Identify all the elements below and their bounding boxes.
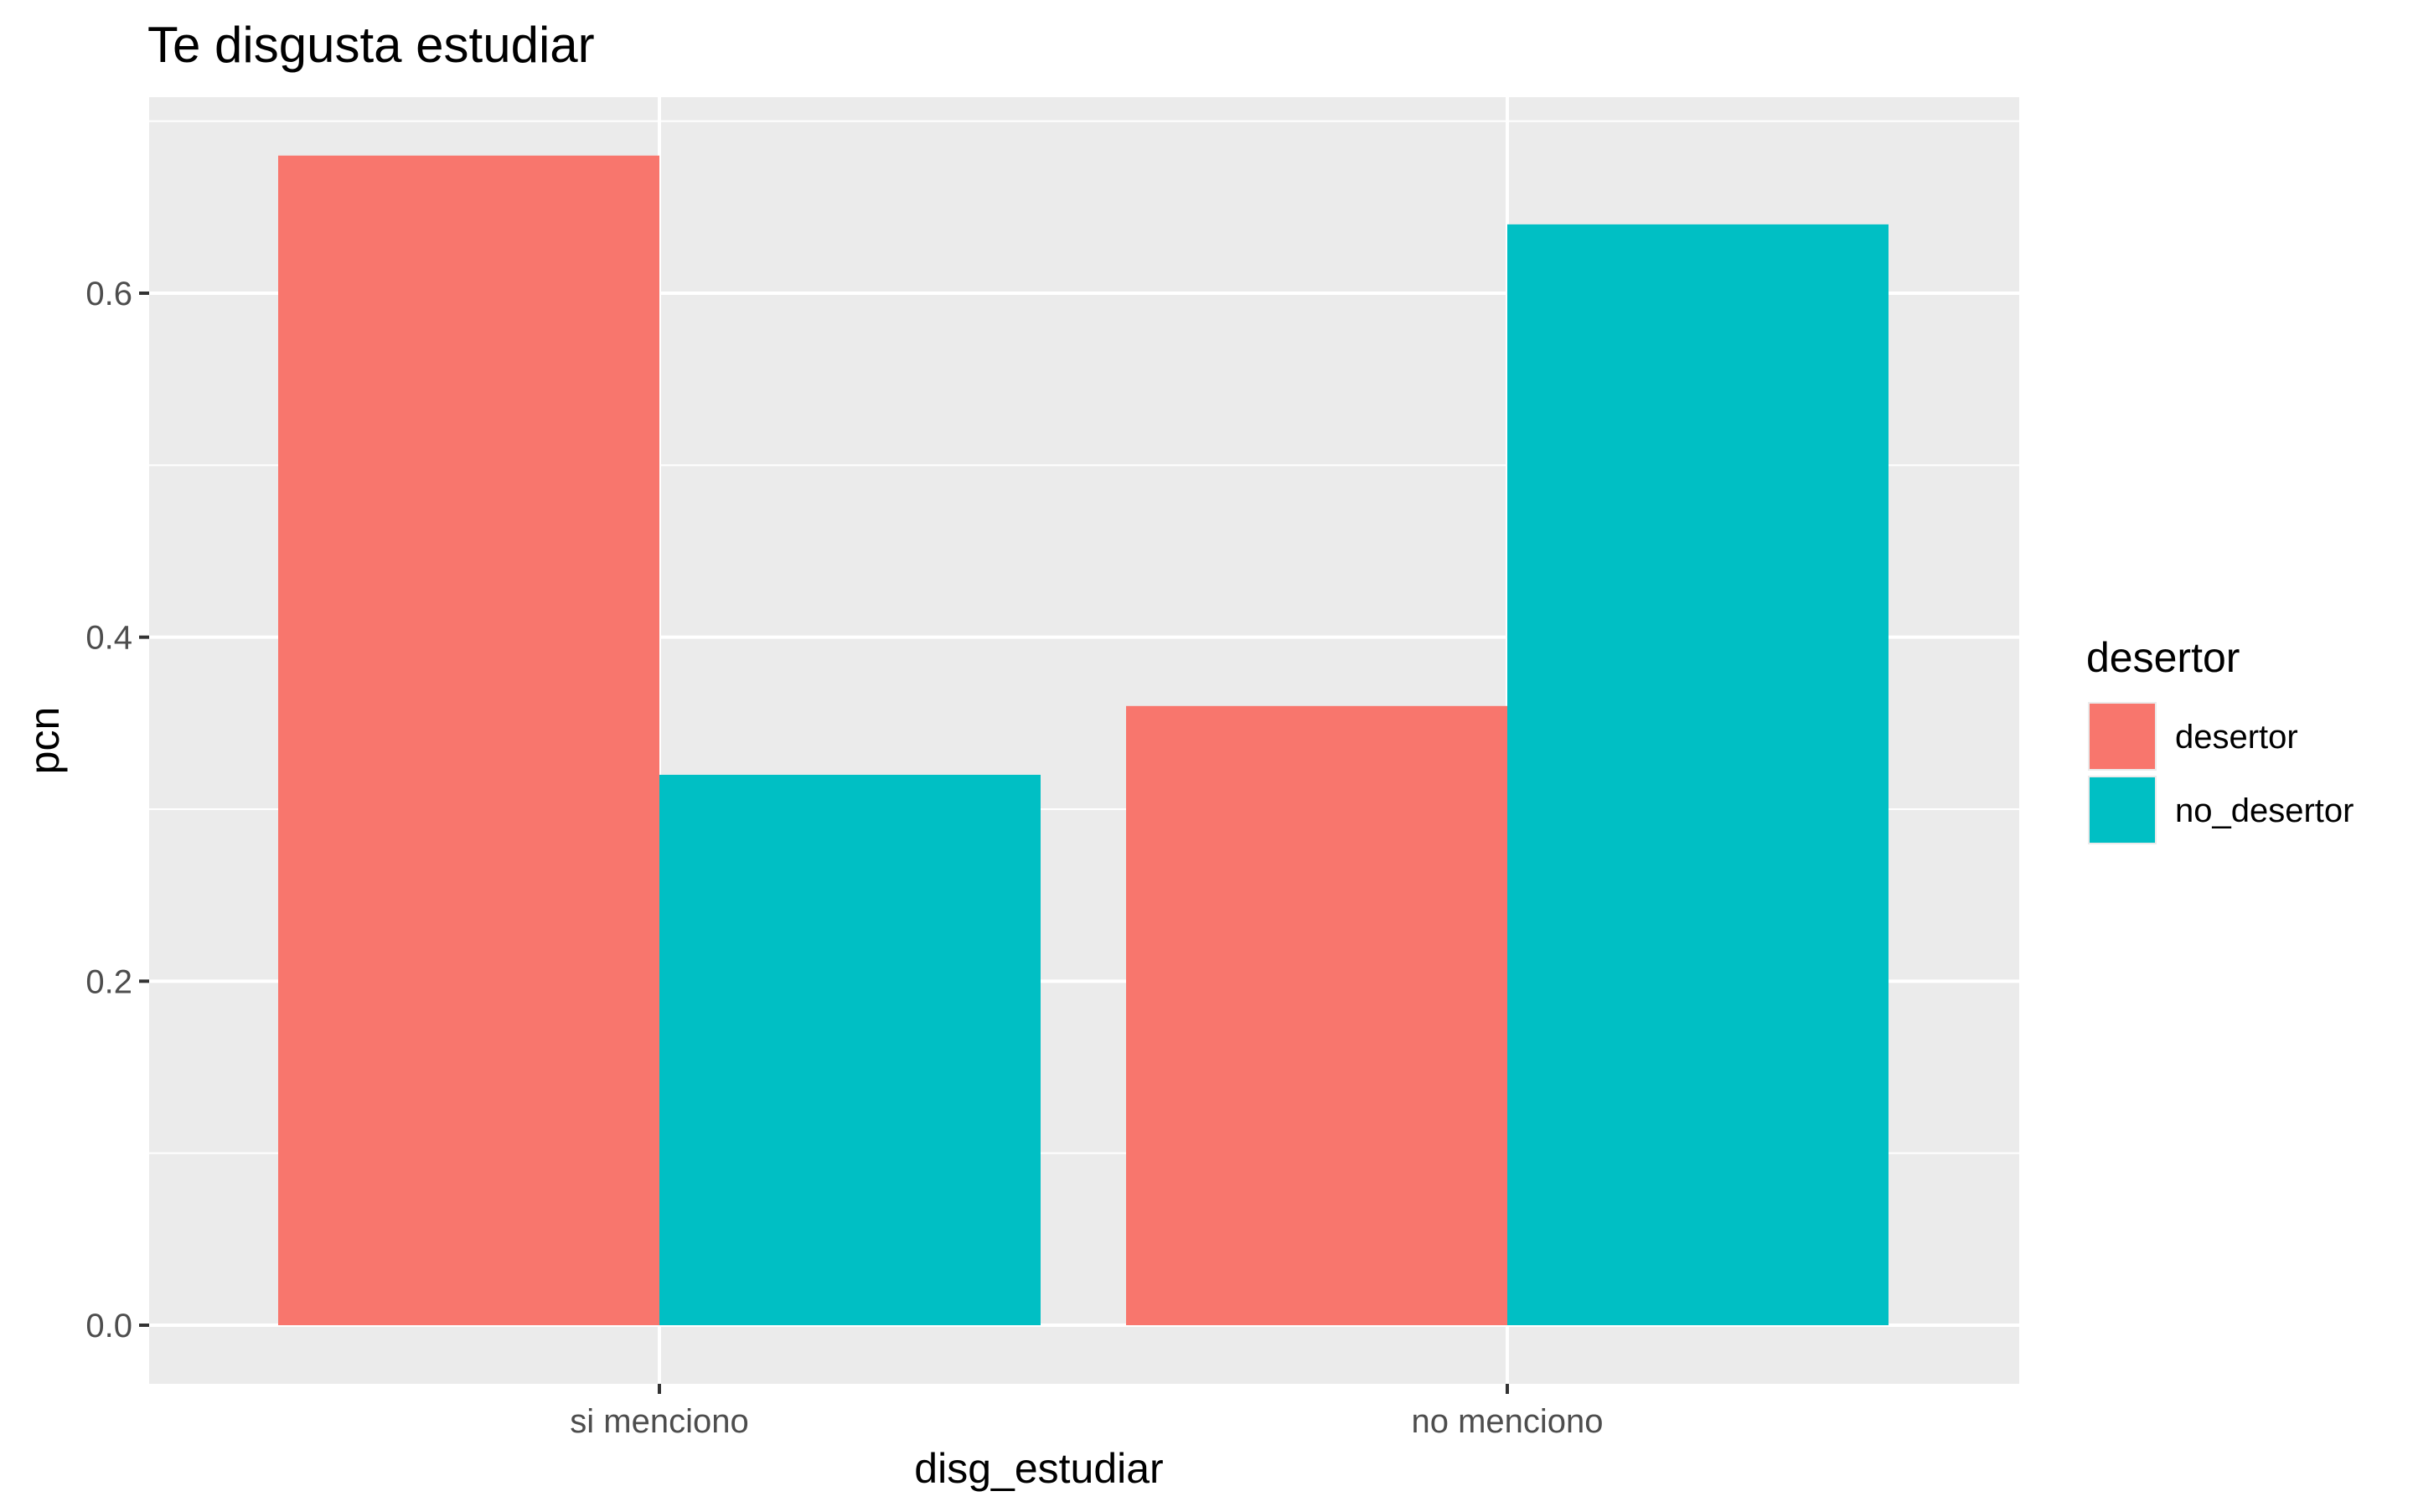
bar-desertor-no-menciono — [1126, 705, 1507, 1325]
legend-title: desertor — [2086, 634, 2240, 681]
chart-title: Te disgusta estudiar — [147, 17, 595, 73]
bars — [278, 155, 1889, 1325]
bar-no_desertor-no-menciono — [1507, 224, 1889, 1325]
y-tick-label: 0.4 — [85, 620, 132, 657]
y-tick-label: 0.0 — [85, 1308, 132, 1344]
x-axis: si menciono no menciono — [570, 1384, 1604, 1440]
legend-key-no_desertor — [2090, 777, 2155, 843]
y-axis-title: pcn — [21, 707, 68, 775]
x-axis-title: disg_estudiar — [914, 1445, 1163, 1492]
y-tick-label: 0.6 — [85, 276, 132, 312]
legend-key-desertor — [2090, 704, 2155, 769]
legend: desertor desertor no_desertor — [2086, 634, 2354, 844]
bar-no_desertor-si-menciono — [659, 774, 1041, 1325]
legend-label-no_desertor: no_desertor — [2175, 792, 2354, 829]
y-tick-label: 0.2 — [85, 963, 132, 1000]
y-axis: 0.0 0.2 0.4 0.6 — [85, 276, 149, 1344]
bar-desertor-si-menciono — [278, 155, 659, 1325]
legend-label-desertor: desertor — [2175, 719, 2298, 756]
x-tick-label: si menciono — [570, 1403, 748, 1440]
x-tick-label: no menciono — [1411, 1403, 1603, 1440]
